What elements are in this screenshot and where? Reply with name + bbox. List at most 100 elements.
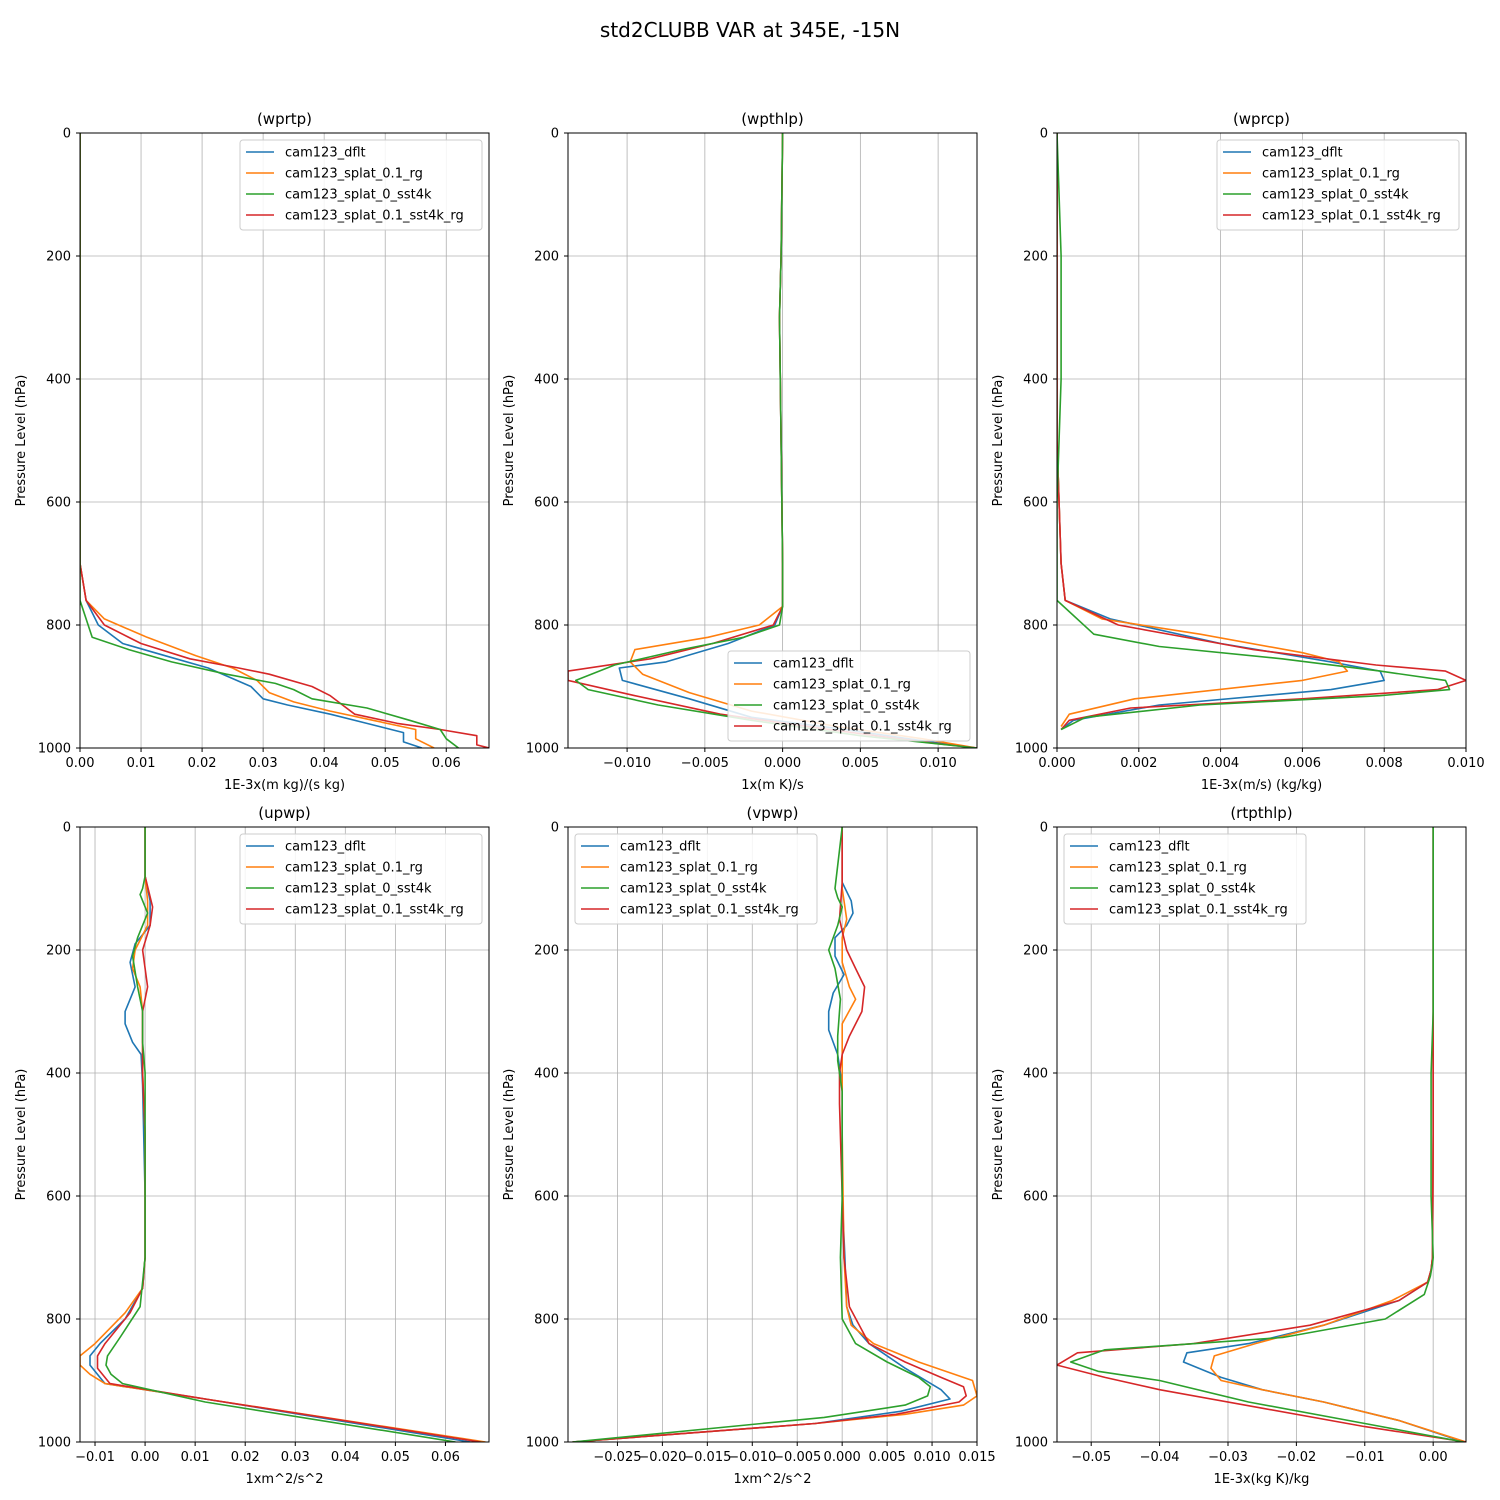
panel-title: (upwp) bbox=[258, 804, 311, 822]
x-tick-label: 0.05 bbox=[381, 1450, 410, 1465]
legend-box bbox=[239, 833, 483, 925]
y-tick-label: 200 bbox=[534, 944, 559, 959]
y-tick-label: 1000 bbox=[38, 1436, 71, 1451]
y-tick-label: 400 bbox=[46, 373, 71, 388]
panel-5: −0.05 −0.04 −0.03 −0.02 −0.01 0.00 0 200 400 600 8… bbox=[991, 804, 1467, 1487]
x-tick-label: 0.006 bbox=[1284, 756, 1321, 771]
legend-entry-label: cam123_splat_0.1_rg bbox=[285, 167, 423, 182]
x-tick-label: 0.000 bbox=[824, 1450, 861, 1465]
panel-title: (vpwp) bbox=[747, 804, 799, 822]
legend-entry-label: cam123_splat_0_sst4k bbox=[1262, 188, 1409, 203]
y-tick-label: 600 bbox=[534, 1190, 559, 1205]
x-tick-label: 0.05 bbox=[371, 756, 400, 771]
y-tick-label: 200 bbox=[534, 250, 559, 265]
series-line-cam123_splat_0_sst4k bbox=[572, 827, 932, 1442]
y-tick-label: 600 bbox=[1023, 496, 1048, 511]
y-axis-label: Pressure Level (hPa) bbox=[991, 375, 1006, 507]
legend-entry-label: cam123_dflt bbox=[620, 840, 701, 855]
x-tick-label: 0.02 bbox=[188, 756, 217, 771]
panel-4: −0.025−0.020−0.015−0.010−0.005 0.000 0.005… bbox=[502, 804, 996, 1487]
y-tick-label: 200 bbox=[1023, 250, 1048, 265]
legend-box bbox=[239, 139, 483, 231]
y-axis-label: Pressure Level (hPa) bbox=[502, 1069, 517, 1201]
legend-entry-label: cam123_splat_0.1_sst4k_rg bbox=[285, 209, 464, 224]
legend-entry-label: cam123_splat_0.1_rg bbox=[773, 678, 911, 693]
x-axis-label: 1E-3x(m kg)/(s kg) bbox=[224, 778, 345, 793]
x-tick-label: −0.005 bbox=[681, 756, 729, 771]
y-axis-label: Pressure Level (hPa) bbox=[991, 1069, 1006, 1201]
y-tick-label: 400 bbox=[534, 373, 559, 388]
y-tick-label: 600 bbox=[534, 496, 559, 511]
y-tick-label: 200 bbox=[1023, 944, 1048, 959]
x-tick-label: 0.010 bbox=[913, 1450, 950, 1465]
legend-box bbox=[727, 650, 971, 742]
x-axis-label: 1x(m K)/s bbox=[741, 778, 804, 793]
legend-entry-label: cam123_splat_0.1_sst4k_rg bbox=[1109, 903, 1288, 918]
x-tick-label: 0.01 bbox=[181, 1450, 210, 1465]
y-axis-label: Pressure Level (hPa) bbox=[502, 375, 517, 507]
panel-title: (rtpthlp) bbox=[1230, 804, 1292, 822]
x-tick-label: 0.010 bbox=[1447, 756, 1484, 771]
legend-entry-label: cam123_dflt bbox=[1262, 146, 1343, 161]
legend: cam123_dflt cam123_splat_0.1_rg cam123_spl… bbox=[239, 139, 483, 231]
y-tick-label: 800 bbox=[46, 1313, 71, 1328]
x-tick-label: −0.005 bbox=[773, 1450, 821, 1465]
x-tick-label: −0.01 bbox=[1345, 1450, 1385, 1465]
series-line-cam123_splat_0_sst4k bbox=[80, 133, 459, 748]
x-tick-label: 0.03 bbox=[249, 756, 278, 771]
x-tick-label: 0.00 bbox=[66, 756, 95, 771]
legend-entry-label: cam123_splat_0.1_rg bbox=[1262, 167, 1400, 182]
y-tick-label: 800 bbox=[1023, 1313, 1048, 1328]
x-tick-label: 0.06 bbox=[432, 756, 461, 771]
panel-1: −0.010 −0.005 0.000 0.005 0.010 0 200 400 600 800… bbox=[502, 110, 978, 793]
y-tick-label: 1000 bbox=[1015, 742, 1048, 757]
x-tick-label: 0.004 bbox=[1202, 756, 1239, 771]
x-tick-label: 0.000 bbox=[1038, 756, 1075, 771]
legend-box bbox=[1063, 833, 1307, 925]
panel-title: (wprtp) bbox=[257, 110, 312, 128]
x-tick-label: 0.06 bbox=[431, 1450, 460, 1465]
legend-entry-label: cam123_splat_0.1_rg bbox=[285, 861, 423, 876]
axes-frame bbox=[1056, 826, 1467, 1443]
legend-entry-label: cam123_splat_0.1_rg bbox=[620, 861, 758, 876]
y-tick-label: 400 bbox=[1023, 1067, 1048, 1082]
x-axis-label: 1xm^2/s^2 bbox=[245, 1472, 323, 1487]
axes-frame bbox=[79, 826, 490, 1443]
legend: cam123_dflt cam123_splat_0.1_rg cam123_spl… bbox=[574, 833, 818, 925]
x-tick-label: 0.005 bbox=[869, 1450, 906, 1465]
legend-entry-label: cam123_dflt bbox=[285, 840, 366, 855]
legend-entry-label: cam123_splat_0_sst4k bbox=[773, 699, 920, 714]
legend-entry-label: cam123_dflt bbox=[285, 146, 366, 161]
y-tick-label: 0 bbox=[551, 127, 559, 142]
y-tick-label: 0 bbox=[1040, 127, 1048, 142]
x-tick-label: −0.015 bbox=[683, 1450, 731, 1465]
y-tick-label: 400 bbox=[534, 1067, 559, 1082]
x-tick-label: 0.00 bbox=[131, 1450, 160, 1465]
series-line-cam123_splat_0.1_sst4k_rg bbox=[1057, 827, 1466, 1442]
y-tick-label: 200 bbox=[46, 944, 71, 959]
y-tick-label: 800 bbox=[534, 1313, 559, 1328]
legend-entry-label: cam123_splat_0.1_rg bbox=[1109, 861, 1247, 876]
legend-entry-label: cam123_splat_0.1_sst4k_rg bbox=[285, 903, 464, 918]
legend-entry-label: cam123_splat_0.1_sst4k_rg bbox=[773, 720, 952, 735]
series-line-cam123_splat_0_sst4k bbox=[105, 827, 456, 1442]
series-line-cam123_splat_0_sst4k bbox=[1057, 133, 1451, 731]
axes-frame bbox=[567, 826, 978, 1443]
x-tick-label: −0.03 bbox=[1208, 1450, 1248, 1465]
legend-entry-label: cam123_dflt bbox=[1109, 840, 1190, 855]
x-tick-label: −0.025 bbox=[593, 1450, 641, 1465]
panels: 0.00 0.01 0.02 0.03 0.04 0.05 0.06 0 200 400 600 80… bbox=[14, 110, 1485, 1487]
legend-entry-label: cam123_splat_0.1_sst4k_rg bbox=[1262, 209, 1441, 224]
legend-entry-label: cam123_dflt bbox=[773, 657, 854, 672]
x-tick-label: 0.02 bbox=[231, 1450, 260, 1465]
x-tick-label: 0.002 bbox=[1120, 756, 1157, 771]
legend: cam123_dflt cam123_splat_0.1_rg cam123_spl… bbox=[727, 650, 971, 742]
y-tick-label: 0 bbox=[63, 821, 71, 836]
y-tick-label: 1000 bbox=[38, 742, 71, 757]
y-tick-label: 600 bbox=[1023, 1190, 1048, 1205]
y-tick-label: 800 bbox=[46, 619, 71, 634]
x-tick-label: 0.000 bbox=[764, 756, 801, 771]
x-axis-label: 1xm^2/s^2 bbox=[733, 1472, 811, 1487]
